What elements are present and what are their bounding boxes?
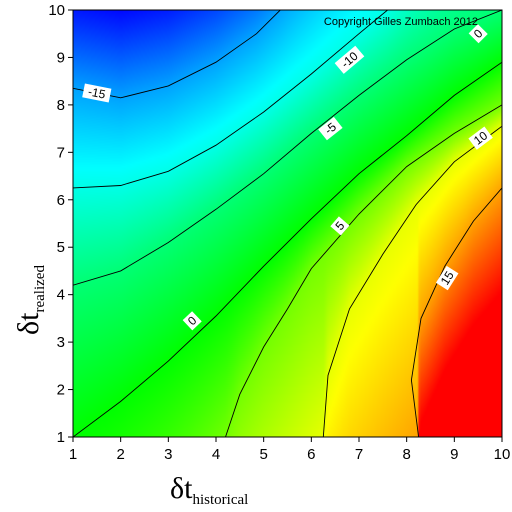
y-tick-label: 7 xyxy=(57,144,65,161)
x-tick-label: 2 xyxy=(116,446,124,463)
contour-line xyxy=(322,125,502,437)
y-tick-label: 9 xyxy=(57,49,65,66)
contour-label-bg xyxy=(435,265,459,291)
y-tick-label: 4 xyxy=(57,287,65,304)
x-tick-label: 10 xyxy=(494,446,511,463)
contour-label: 15 xyxy=(435,265,459,291)
contour-label-bg xyxy=(318,116,343,141)
x-axis-label-symbol: δt xyxy=(170,472,193,505)
y-tick-label: 2 xyxy=(57,382,65,399)
contour-label-bg xyxy=(182,311,202,331)
heatmap-field xyxy=(73,10,502,437)
y-axis-ticks: 1 2 3 4 5 6 7 8 9 10 xyxy=(48,2,73,446)
x-tick-label: 9 xyxy=(450,446,458,463)
contour-label: 0 xyxy=(182,311,202,331)
contour-line xyxy=(73,61,502,437)
x-tick-label: 6 xyxy=(307,446,315,463)
contour-label-bg xyxy=(334,45,365,74)
contour-line xyxy=(73,10,388,189)
x-axis-label: δthistorical xyxy=(170,472,248,508)
contour-line xyxy=(73,10,502,286)
contour-line xyxy=(410,187,502,437)
y-tick-label: 10 xyxy=(48,2,65,19)
x-tick-label: 7 xyxy=(355,446,363,463)
contour-lines xyxy=(73,10,502,437)
y-axis-label: δtrealized xyxy=(12,265,48,335)
contour-label: 5 xyxy=(330,216,350,236)
x-tick-label: 8 xyxy=(402,446,410,463)
y-tick-label: 3 xyxy=(57,334,65,351)
plot-frame xyxy=(72,9,503,438)
y-tick-label: 6 xyxy=(57,192,65,209)
contour-label-bg xyxy=(468,24,488,44)
x-axis-ticks: 1 2 3 4 5 6 7 8 9 10 xyxy=(69,437,511,463)
y-tick-label: 5 xyxy=(57,239,65,256)
x-tick-label: 3 xyxy=(164,446,172,463)
x-tick-label: 5 xyxy=(259,446,267,463)
y-axis-label-symbol: δt xyxy=(12,312,45,335)
contour-line xyxy=(73,10,281,99)
x-tick-label: 1 xyxy=(69,446,77,463)
contour-label-bg xyxy=(468,126,493,150)
x-axis-label-subscript: historical xyxy=(192,492,248,508)
y-tick-label: 8 xyxy=(57,97,65,114)
contour-label: -5 xyxy=(318,116,343,141)
y-axis-label-subscript: realized xyxy=(32,265,48,313)
contour-line xyxy=(225,104,502,437)
contour-label-bg xyxy=(82,83,112,103)
copyright-annotation: Copyright Gilles Zumbach 2012 xyxy=(324,16,478,28)
x-tick-label: 4 xyxy=(212,446,220,463)
contour-label: 0 xyxy=(468,24,488,44)
contour-label-text: -15 xyxy=(87,84,107,101)
contour-label: 10 xyxy=(468,126,493,150)
y-tick-label: 1 xyxy=(57,429,65,446)
contour-label-bg xyxy=(330,216,350,236)
contour-label: -15 xyxy=(82,83,112,103)
